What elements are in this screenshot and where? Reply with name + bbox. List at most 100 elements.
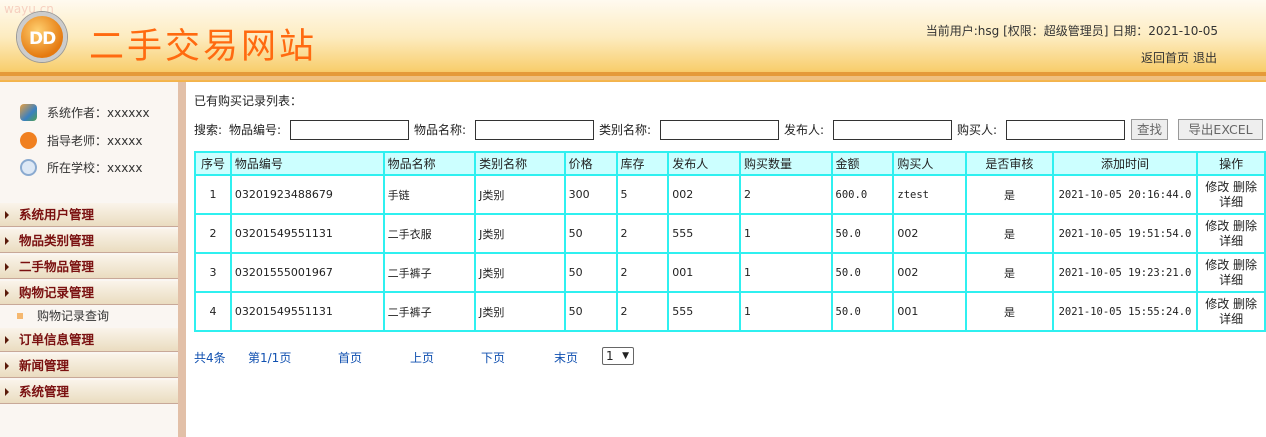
table-cell: 03201549551131 (229, 291, 385, 332)
header-divider (0, 72, 1266, 76)
table-row: 4 03201549551131 二手裤子 J类别 50 2 555 1 50.0 001 是 202… (194, 291, 1266, 332)
table-cell: 001 (667, 252, 741, 293)
item-name-input[interactable] (475, 120, 594, 140)
table-cell: 555 (667, 291, 741, 332)
table-cell: 300 (563, 174, 618, 215)
edit-link[interactable]: 修改 (1205, 296, 1230, 311)
table-cell: 是 (965, 213, 1054, 254)
info-author: 系统作者：xxxxxx (20, 104, 150, 121)
category-label: 类别名称: (599, 123, 652, 137)
info-label: 指导老师：xxxxx (47, 134, 143, 148)
user-info: 当前用户:hsg [权限：超级管理员] 日期：2021-10-05 (925, 24, 1218, 38)
table-cell: 50.0 (830, 291, 895, 332)
site-logo: DD (17, 12, 67, 62)
table-cell: 二手衣服 (382, 213, 477, 254)
menu-orders[interactable]: 订单信息管理 (0, 328, 178, 352)
logo-text: DD (29, 29, 56, 49)
prev-page-link[interactable]: 上页 (410, 351, 435, 365)
menu-system-users[interactable]: 系统用户管理 (0, 203, 178, 227)
table-cell: 4 (194, 291, 232, 332)
first-page-link[interactable]: 首页 (338, 351, 363, 365)
edit-link[interactable]: 修改 (1205, 218, 1230, 233)
table-cell: ztest (892, 174, 968, 215)
table-cell: 50 (563, 213, 618, 254)
table-cell: 2021-10-05 20:16:44.0 (1051, 174, 1199, 215)
info-school: 所在学校：xxxxx (20, 159, 143, 176)
menu-system[interactable]: 系统管理 (0, 380, 178, 404)
publisher-label: 发布人: (784, 123, 825, 137)
last-page-link[interactable]: 末页 (554, 351, 579, 365)
info-label: 系统作者：xxxxxx (47, 106, 150, 120)
info-teacher: 指导老师：xxxxx (20, 132, 143, 149)
table-header-row: 序号 物品编号 物品名称 类别名称 价格 库存 发布人 购买数量 金额 购买人 … (194, 151, 1266, 176)
detail-link[interactable]: 详细 (1219, 233, 1244, 248)
edit-link[interactable]: 修改 (1205, 257, 1230, 272)
users-icon (20, 104, 37, 121)
col-header: 金额 (830, 151, 895, 176)
table-cell: 二手裤子 (382, 252, 477, 293)
search-label: 搜索: (194, 123, 223, 137)
table-cell: 1 (739, 213, 833, 254)
category-input[interactable] (660, 120, 779, 140)
col-header: 库存 (615, 151, 670, 176)
table-cell: 是 (965, 291, 1054, 332)
col-header: 操作 (1196, 151, 1266, 176)
export-excel-button[interactable]: 导出EXCEL (1178, 119, 1263, 140)
table-cell: 002 (892, 252, 968, 293)
table-cell: 2 (615, 213, 670, 254)
col-header: 价格 (563, 151, 618, 176)
menu-purchase-records[interactable]: 购物记录管理 (0, 281, 178, 305)
table-cell: 1 (739, 252, 833, 293)
table-cell: 二手裤子 (382, 291, 477, 332)
sidebar: 系统作者：xxxxxx 指导老师：xxxxx 所在学校：xxxxx 系统用户管理… (0, 82, 178, 437)
logout-link[interactable]: 退出 (1192, 51, 1217, 65)
delete-link[interactable]: 删除 (1233, 179, 1258, 194)
table-cell: 是 (965, 174, 1054, 215)
table-cell: 50.0 (830, 213, 895, 254)
table-cell: 2021-10-05 19:51:54.0 (1051, 213, 1199, 254)
table-cell: 2 (194, 213, 232, 254)
table-cell: 50.0 (830, 252, 895, 293)
home-link[interactable]: 返回首页 (1140, 51, 1189, 65)
table-cell: J类别 (474, 291, 566, 332)
next-page-link[interactable]: 下页 (481, 351, 506, 365)
item-code-label: 物品编号: (229, 123, 282, 137)
item-code-input[interactable] (290, 120, 409, 140)
table-cell: J类别 (474, 252, 566, 293)
detail-link[interactable]: 详细 (1219, 311, 1244, 326)
publisher-input[interactable] (833, 120, 952, 140)
table-cell: 3 (194, 252, 232, 293)
detail-link[interactable]: 详细 (1219, 194, 1244, 209)
chevron-down-icon: ▼ (622, 351, 629, 361)
actions-cell: 修改 删除 详细 (1196, 213, 1266, 254)
delete-link[interactable]: 删除 (1233, 257, 1258, 272)
table-cell: 001 (892, 291, 968, 332)
col-header: 是否审核 (965, 151, 1054, 176)
col-header: 购买人 (892, 151, 968, 176)
submenu-purchase-query[interactable]: 购物记录查询 (0, 304, 178, 328)
edit-link[interactable]: 修改 (1205, 179, 1230, 194)
clock-icon (20, 159, 37, 176)
page-select[interactable]: 1 ▼ (602, 347, 634, 365)
table-cell: 5 (615, 174, 670, 215)
menu-used-items[interactable]: 二手物品管理 (0, 255, 178, 279)
table-cell: 03201923488679 (229, 174, 385, 215)
page-select-value: 1 (606, 349, 614, 363)
table-cell: 600.0 (830, 174, 895, 215)
table-cell: J类别 (474, 174, 566, 215)
detail-link[interactable]: 详细 (1219, 272, 1244, 287)
table-cell: 50 (563, 252, 618, 293)
delete-link[interactable]: 删除 (1233, 296, 1258, 311)
telephone-icon (20, 132, 37, 149)
header-divider-lower (0, 76, 1266, 80)
search-button[interactable]: 查找 (1131, 119, 1168, 140)
menu-item-categories[interactable]: 物品类别管理 (0, 229, 178, 253)
table-cell: 1 (194, 174, 232, 215)
menu-news[interactable]: 新闻管理 (0, 354, 178, 378)
buyer-input[interactable] (1006, 120, 1125, 140)
table-cell: 2 (615, 291, 670, 332)
delete-link[interactable]: 删除 (1233, 218, 1258, 233)
table-cell: 是 (965, 252, 1054, 293)
col-header: 添加时间 (1051, 151, 1199, 176)
total-count: 共4条 (194, 351, 226, 365)
